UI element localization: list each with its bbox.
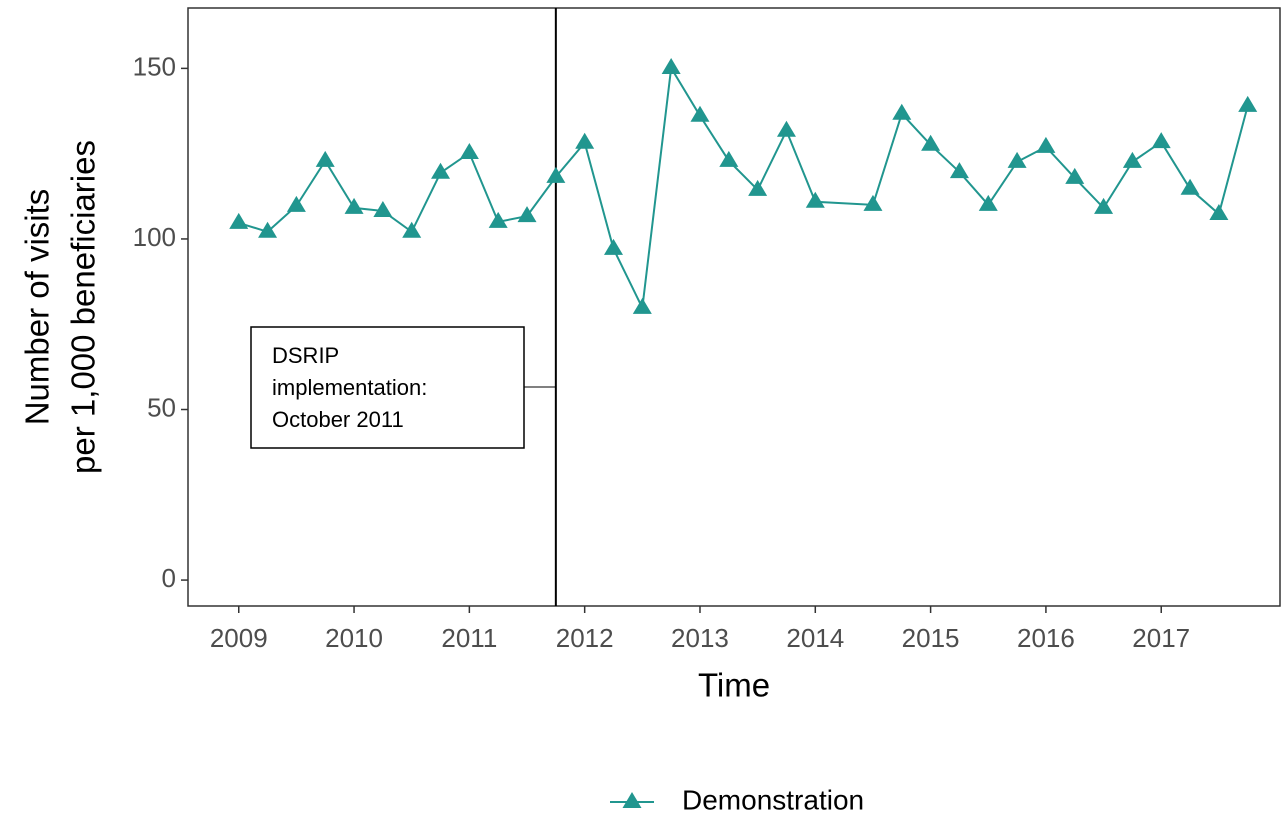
point [748, 179, 768, 196]
x-tick-label: 2013 [671, 623, 729, 653]
annotation-text: DSRIP [272, 343, 339, 368]
annotation-box [250, 326, 525, 449]
point [229, 212, 249, 229]
point [632, 297, 652, 314]
point [1094, 197, 1114, 214]
point [258, 221, 278, 238]
point [575, 132, 595, 149]
annotation-text: implementation: [272, 375, 427, 400]
point [1122, 151, 1142, 168]
y-tick-label: 0 [162, 563, 176, 593]
series-line [238, 65, 1249, 312]
point [1151, 132, 1171, 149]
point [431, 162, 451, 179]
point [1007, 151, 1027, 168]
legend-label: Demonstration [682, 784, 864, 815]
point [286, 195, 306, 212]
point [776, 120, 796, 137]
point [863, 194, 883, 211]
y-axis-label: Number of visits [19, 189, 56, 426]
point [344, 197, 364, 214]
x-tick-label: 2011 [441, 623, 497, 653]
annotation-text: October 2011 [272, 407, 404, 432]
point [1238, 95, 1258, 112]
panel-border [187, 7, 1281, 607]
x-tick-label: 2010 [325, 623, 383, 653]
y-tick-label: 50 [147, 392, 176, 422]
x-tick-label: 2012 [556, 623, 614, 653]
point [921, 134, 941, 151]
point [805, 191, 825, 208]
point [1036, 136, 1056, 153]
point [459, 142, 479, 159]
x-tick-label: 2016 [1017, 623, 1075, 653]
point [488, 211, 508, 228]
point [978, 194, 998, 211]
point [373, 200, 393, 217]
x-tick-label: 2009 [210, 623, 268, 653]
point [690, 105, 710, 122]
point [402, 221, 422, 238]
y-axis-label: per 1,000 beneficiaries [65, 140, 102, 474]
x-axis-label: Time [698, 667, 770, 704]
point [719, 150, 739, 167]
point [1180, 178, 1200, 195]
x-tick-label: 2014 [786, 623, 844, 653]
point [949, 162, 969, 179]
point [892, 103, 912, 120]
point [1209, 204, 1229, 221]
x-tick-label: 2017 [1132, 623, 1190, 653]
x-tick-label: 2015 [902, 623, 960, 653]
point [1065, 167, 1085, 184]
y-tick-label: 100 [133, 222, 176, 252]
point [661, 58, 681, 75]
point [315, 150, 335, 167]
point [546, 166, 566, 183]
legend-marker [622, 792, 642, 808]
y-tick-label: 150 [133, 51, 176, 81]
point [517, 206, 537, 223]
point [603, 238, 623, 255]
